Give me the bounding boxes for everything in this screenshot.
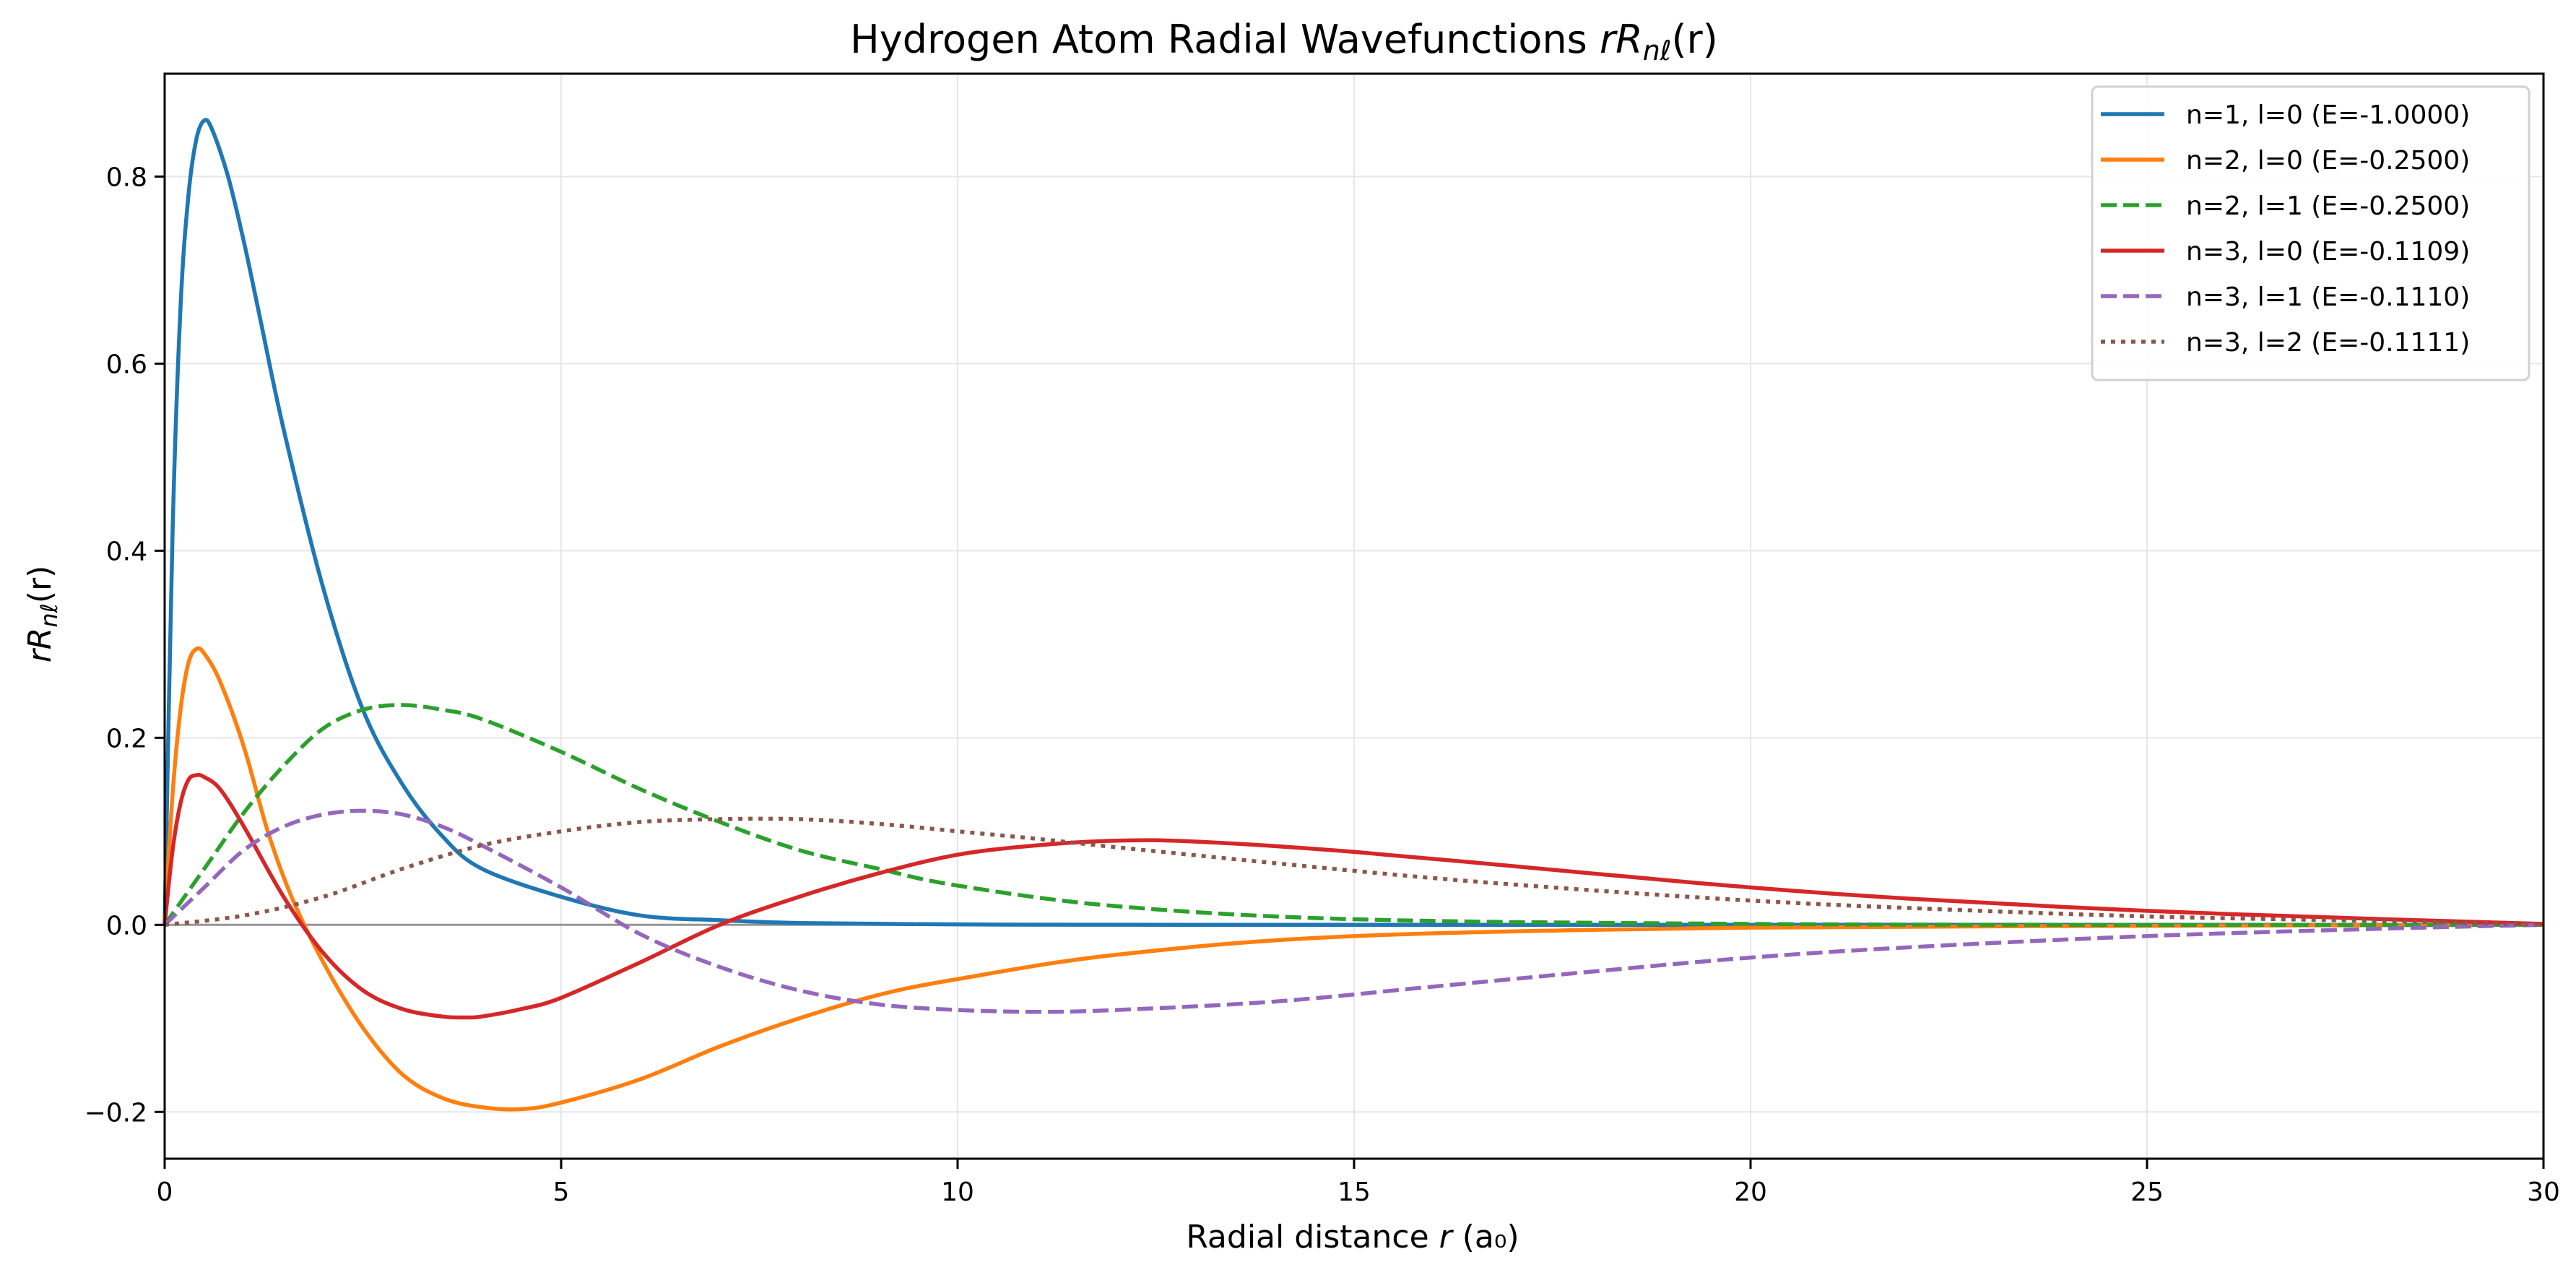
x-axis-label-prefix: Radial distance bbox=[1186, 1219, 1439, 1255]
x-tick-label: 20 bbox=[1734, 1177, 1767, 1207]
legend-label-1: n=1, l=0 (E=-1.0000) bbox=[2186, 100, 2470, 130]
legend-label-3: n=2, l=1 (E=-0.2500) bbox=[2186, 191, 2470, 221]
legend-label-2: n=2, l=0 (E=-0.2500) bbox=[2186, 146, 2470, 176]
y-axis-label-sub: nℓ bbox=[35, 603, 63, 628]
y-tick-label: 0.8 bbox=[106, 163, 147, 192]
series-line-2 bbox=[162, 646, 2544, 1112]
chart-title-arg: (r) bbox=[1671, 17, 1717, 62]
x-axis-label: Radial distance r (a₀) bbox=[1186, 1219, 1519, 1255]
legend-label-4: n=3, l=0 (E=-0.1109) bbox=[2186, 237, 2470, 267]
legend-box bbox=[2091, 85, 2531, 381]
plot-lines bbox=[162, 118, 2544, 1112]
series-line-4 bbox=[162, 773, 2544, 1020]
chart-title-R: R bbox=[1616, 17, 1643, 62]
chart-title-r: r bbox=[1600, 17, 1618, 62]
series-line-3 bbox=[162, 703, 2544, 928]
legend-label-5: n=3, l=1 (E=-0.1110) bbox=[2186, 282, 2470, 312]
chart-title: Hydrogen Atom Radial Wavefunctions rRnℓ(… bbox=[850, 17, 1718, 66]
y-tick-label: 0.6 bbox=[106, 350, 147, 379]
series-line-1 bbox=[162, 118, 2544, 928]
x-tick-label: 15 bbox=[1337, 1177, 1371, 1207]
y-axis-ticks: −0.2 0.0 0.2 0.4 0.6 0.8 bbox=[84, 163, 165, 1128]
legend-label-6: n=3, l=2 (E=-0.1111) bbox=[2186, 328, 2470, 358]
x-axis-label-var: r bbox=[1439, 1219, 1454, 1255]
y-tick-label: 0.2 bbox=[106, 724, 147, 753]
chart-title-prefix: Hydrogen Atom Radial Wavefunctions bbox=[850, 17, 1600, 62]
y-tick-label: 0.4 bbox=[106, 537, 147, 566]
y-tick-label: −0.2 bbox=[84, 1098, 147, 1128]
legend: n=1, l=0 (E=-1.0000) n=2, l=0 (E=-0.2500)… bbox=[2091, 85, 2531, 381]
x-tick-label: 30 bbox=[2527, 1177, 2560, 1207]
x-tick-label: 25 bbox=[2130, 1177, 2164, 1207]
chart-title-sub: nℓ bbox=[1643, 35, 1672, 66]
series-line-6 bbox=[164, 816, 2544, 928]
y-axis-label-arg: (r) bbox=[22, 566, 58, 603]
y-axis-label-R: R bbox=[22, 628, 58, 650]
x-tick-label: 0 bbox=[157, 1177, 173, 1207]
x-axis-ticks: 0 5 10 15 20 25 30 bbox=[157, 1159, 2560, 1207]
y-axis-label: rRnℓ(r) bbox=[22, 566, 63, 663]
x-tick-label: 10 bbox=[941, 1177, 974, 1207]
y-axis-label-r: r bbox=[22, 647, 58, 662]
y-tick-label: 0.0 bbox=[106, 911, 147, 941]
x-axis-label-unit: (a₀) bbox=[1452, 1219, 1519, 1255]
x-tick-label: 5 bbox=[553, 1177, 570, 1207]
